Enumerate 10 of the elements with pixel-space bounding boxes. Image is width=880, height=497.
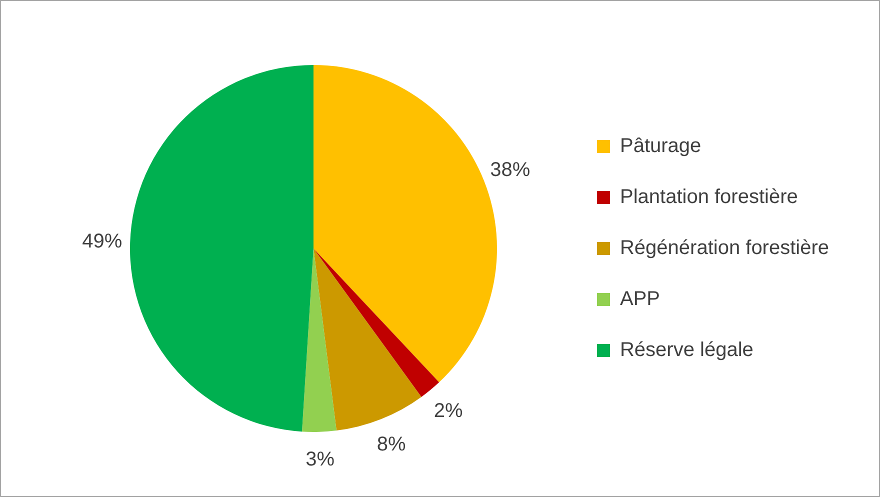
- legend-label: Pâturage: [620, 135, 702, 158]
- data-label: 38%: [490, 159, 530, 182]
- data-label: 2%: [434, 400, 463, 422]
- data-label: 3%: [306, 448, 335, 470]
- legend-label: Régénération forestière: [620, 237, 829, 260]
- legend-label: APP: [620, 288, 660, 310]
- data-label: 8%: [376, 434, 406, 456]
- legend-label: Réserve légale: [620, 339, 754, 362]
- data-label: 49%: [82, 230, 122, 252]
- legend-label: Plantation forestière: [620, 186, 798, 208]
